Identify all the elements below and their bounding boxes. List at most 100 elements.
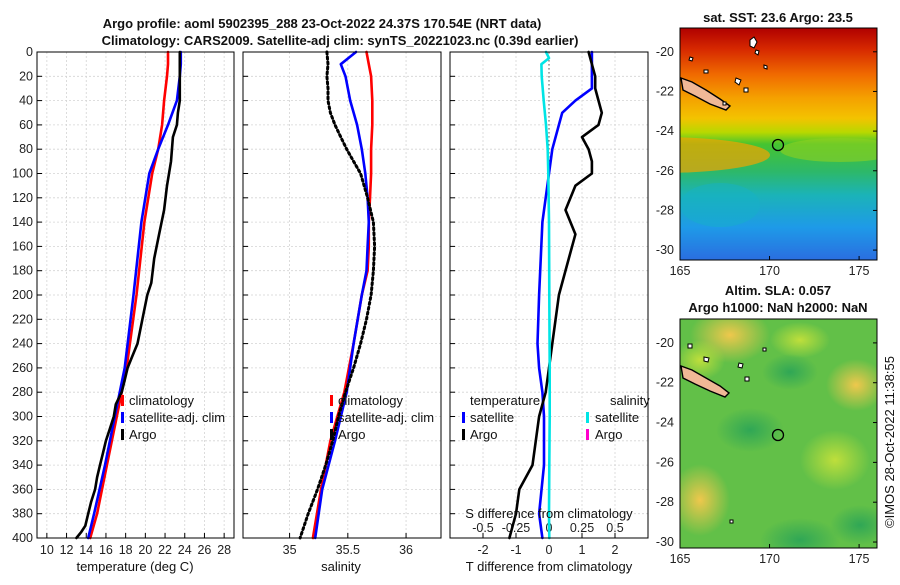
new-caledonia-island — [680, 76, 732, 111]
sla-low-patch — [716, 408, 784, 452]
x-tick-label: 2 — [612, 543, 619, 557]
legend-label: satellite — [595, 410, 639, 425]
figure-title-line1: Argo profile: aoml 5902395_288 23-Oct-20… — [103, 16, 542, 31]
x-tick-label: 24 — [178, 543, 192, 557]
sla-map-title-line2: Argo h1000: NaN h2000: NaN — [688, 300, 867, 315]
x-tick-label: 16 — [99, 543, 113, 557]
y-tick-label: 340 — [12, 458, 33, 472]
x-tick-label: 22 — [158, 543, 172, 557]
legend-label: Argo — [470, 427, 497, 442]
sla-high-patch — [680, 464, 730, 536]
sla-map-title-line1: Altim. SLA: 0.057 — [725, 283, 831, 298]
sst-map: 165 170 175 -20 -22 -24 -26 -28 -30 — [656, 27, 878, 278]
map-y-tick-label: -24 — [656, 124, 674, 138]
legend-label: satellite-adj. clim — [129, 410, 225, 425]
x-tick-label: 0 — [546, 543, 553, 557]
series-line-argo — [298, 50, 377, 540]
x-tick-label-top: 0.25 — [570, 521, 594, 535]
argo-position-marker — [771, 428, 785, 442]
sla-low-patch — [830, 505, 877, 545]
y-tick-label: 160 — [12, 239, 33, 253]
y-tick-label: 200 — [12, 288, 33, 302]
x-tick-label: 26 — [197, 543, 211, 557]
sst-green-patch — [780, 138, 877, 162]
legend-swatch-satellite — [121, 412, 124, 423]
y-tick-label: 380 — [12, 507, 33, 521]
x-tick-label: 12 — [60, 543, 74, 557]
islands — [687, 343, 767, 524]
y-tick-label: 260 — [12, 361, 33, 375]
map-y-tick-label: -24 — [656, 416, 674, 430]
series-line-climatology — [88, 50, 170, 540]
sst-map-frame — [679, 27, 878, 261]
timestamp-stamp: ©IMOS 28-Oct-2022 11:38:55 — [882, 356, 897, 528]
map-x-tick-label: 175 — [849, 264, 870, 278]
x-tick-label: 35 — [283, 543, 297, 557]
y-tick-label: 80 — [19, 142, 33, 156]
figure-title-line2: Climatology: CARS2009. Satellite-adj cli… — [102, 33, 579, 48]
x-tick-label-top: 0.5 — [606, 521, 623, 535]
legend-swatch-temp-argo — [462, 429, 465, 440]
diff-legend: temperature salinity satellite Argo sate… — [462, 393, 650, 442]
series-line-satellite-adj-clim — [313, 50, 371, 540]
sla-low-patch — [762, 354, 818, 390]
sla-map: 165 170 175 -20 -22 -24 -26 -28 -30 — [656, 318, 878, 566]
legend-title-salinity: salinity — [610, 393, 650, 408]
y-tick-label: 120 — [12, 191, 33, 205]
legend-label: Argo — [338, 427, 365, 442]
map-x-tick-label: 175 — [849, 552, 870, 566]
y-tick-label: 300 — [12, 410, 33, 424]
map-y-tick-label: -26 — [656, 164, 674, 178]
legend-swatch-sal-argo — [586, 429, 589, 440]
y-tick-label: 280 — [12, 385, 33, 399]
series-line-argo — [75, 50, 182, 540]
legend-title-temperature: temperature — [470, 393, 540, 408]
panel-frame — [449, 51, 649, 539]
map-y-tick-label: -22 — [656, 376, 674, 390]
sst-cool-patch — [680, 183, 760, 227]
series-line-temperature-satellite — [536, 50, 594, 540]
new-caledonia-island — [680, 364, 731, 398]
map-x-tick-label: 165 — [670, 552, 691, 566]
sla-mid-patch — [800, 430, 870, 490]
legend-swatch-sal-satellite — [586, 412, 589, 423]
legend-swatch-climatology — [121, 395, 124, 406]
legend-swatch-temp-satellite — [462, 412, 465, 423]
map-y-tick-label: -20 — [656, 336, 674, 350]
sla-map-frame — [679, 318, 878, 549]
diff-xlabel-top: S difference from climatology — [465, 506, 633, 521]
x-tick-label: 28 — [217, 543, 231, 557]
series-line-salinity-satellite — [540, 50, 552, 540]
x-tick-label: 36 — [399, 543, 413, 557]
x-tick-label: 35.5 — [336, 543, 360, 557]
x-tick-label: 18 — [119, 543, 133, 557]
y-tick-label: 0 — [26, 45, 33, 59]
x-tick-label-top: -0.25 — [502, 521, 531, 535]
legend-swatch-argo — [330, 429, 333, 440]
y-tick-label: 60 — [19, 118, 33, 132]
map-y-tick-label: -26 — [656, 455, 674, 469]
sst-map-title: sat. SST: 23.6 Argo: 23.5 — [703, 10, 853, 25]
y-tick-label: 360 — [12, 482, 33, 496]
y-tick-label: 220 — [12, 312, 33, 326]
islands — [688, 36, 768, 106]
legend-label: satellite-adj. clim — [338, 410, 434, 425]
map-y-tick-label: -28 — [656, 495, 674, 509]
legend-label: Argo — [595, 427, 622, 442]
temperature-panel: 10 12 14 16 18 20 22 24 26 2802040608010012014016… — [12, 45, 235, 557]
temp-xlabel: temperature (deg C) — [76, 559, 193, 574]
y-tick-label: 140 — [12, 215, 33, 229]
map-y-tick-label: -28 — [656, 203, 674, 217]
y-tick-label: 40 — [19, 94, 33, 108]
panel-frame — [36, 51, 235, 539]
sla-high-patch — [826, 359, 877, 411]
legend-swatch-argo — [121, 429, 124, 440]
y-tick-label: 240 — [12, 337, 33, 351]
argo-position-marker — [771, 138, 785, 152]
sal-xlabel: salinity — [321, 559, 361, 574]
legend-label: Argo — [129, 427, 156, 442]
temp-legend: climatology satellite-adj. clim Argo — [121, 393, 225, 442]
map-y-tick-label: -22 — [656, 84, 674, 98]
